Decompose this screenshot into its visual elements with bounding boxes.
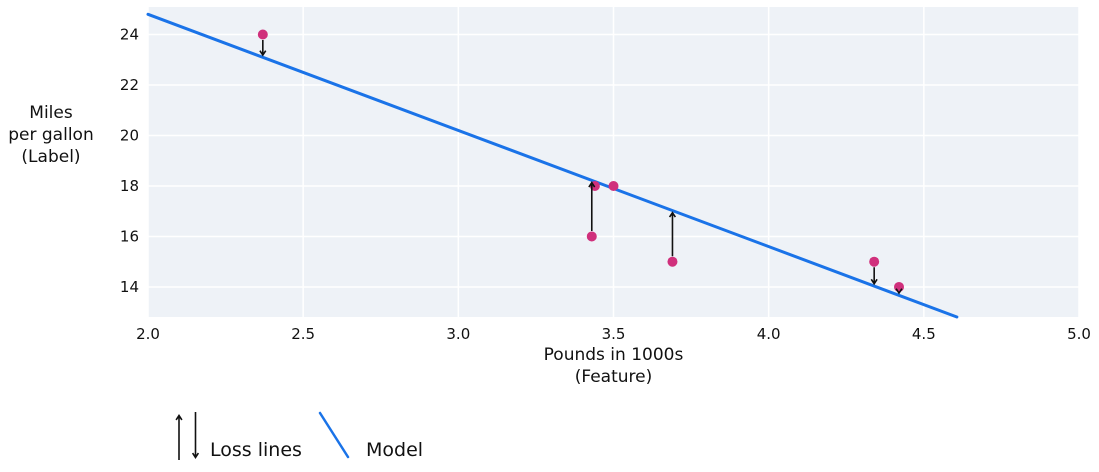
legend-model-label: Model <box>366 439 423 461</box>
y-axis-label-line1: Miles <box>29 103 73 123</box>
data-point <box>608 180 619 191</box>
x-axis-label-line2: (Feature) <box>575 367 653 387</box>
x-axis-label-line1: Pounds in 1000s <box>544 345 684 365</box>
y-tick-label: 18 <box>120 177 139 195</box>
x-axis-label: Pounds in 1000s (Feature) <box>544 345 684 387</box>
y-axis-label-line2: per gallon <box>8 125 93 145</box>
x-tick-label: 3.0 <box>446 325 470 343</box>
y-tick-label: 20 <box>120 126 139 144</box>
legend: Loss lines Model <box>175 411 423 461</box>
legend-up-arrow-icon <box>175 414 183 460</box>
plot-generated-content: 2.0 2.5 3.0 3.5 4.0 4.5 5.0 14 16 18 20 22 24 <box>120 7 1091 343</box>
loss-arrow-down <box>895 288 903 295</box>
y-tick-label: 24 <box>120 26 139 44</box>
x-tick-label: 4.0 <box>757 325 781 343</box>
x-tick-label: 3.5 <box>602 325 626 343</box>
y-tick-label: 16 <box>120 227 139 245</box>
model-line <box>146 12 959 319</box>
x-tick-label: 4.5 <box>912 325 936 343</box>
loss-arrow-down <box>870 267 878 286</box>
loss-arrow-up <box>588 181 596 231</box>
data-point <box>894 281 905 292</box>
legend-model-line-icon <box>318 411 350 459</box>
data-point <box>586 231 597 242</box>
legend-loss-label: Loss lines <box>210 439 302 461</box>
x-tick-label: 5.0 <box>1067 325 1091 343</box>
data-point <box>257 29 268 40</box>
loss-arrow-down <box>259 40 267 57</box>
y-axis-label: Miles per gallon (Label) <box>8 103 93 167</box>
legend-down-arrow-icon <box>191 412 200 459</box>
loss-arrow-up <box>668 211 677 257</box>
y-axis-label-line3: (Label) <box>21 147 80 167</box>
data-point <box>869 256 880 267</box>
y-tick-label: 14 <box>120 278 139 296</box>
x-tick-label: 2.5 <box>291 325 315 343</box>
data-point <box>667 256 678 267</box>
y-tick-label: 22 <box>120 76 139 94</box>
x-tick-label: 2.0 <box>136 325 160 343</box>
